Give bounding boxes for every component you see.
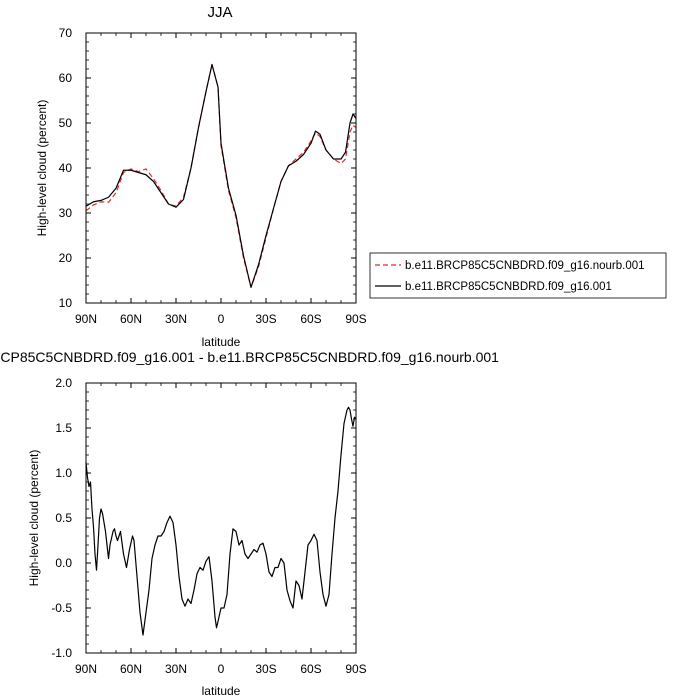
top-x-tick-label: 60S (300, 312, 321, 326)
bottom-y-axis-label: High-level cloud (percent) (27, 450, 41, 587)
bottom-chart-title: b.e11.BRCP85C5CNBDRD.f09_g16.001 - b.e11… (0, 349, 499, 365)
top-x-tick-label: 0 (218, 312, 225, 326)
top-y-tick-label: 10 (59, 296, 73, 310)
bottom-x-tick-label: 90S (345, 662, 366, 676)
top-series-group (85, 63, 357, 288)
bottom-x-tick-label: 60N (120, 662, 142, 676)
top-x-tick-label: 60N (120, 312, 142, 326)
bottom-y-tick-label: -1.0 (51, 646, 72, 660)
bottom-series-line-0 (85, 406, 357, 636)
top-legend: b.e11.BRCP85C5CNBDRD.f09_g16.nourb.001 b… (369, 252, 667, 299)
bottom-y-tick-label: 1.5 (55, 421, 72, 435)
top-y-axis-label: High-level cloud (percent) (35, 100, 49, 237)
bottom-x-tick-label: 30S (255, 662, 276, 676)
bottom-x-tick-label: 90N (75, 662, 97, 676)
bottom-y-tick-label: -0.5 (51, 601, 72, 615)
top-gridlines: 90N 60N 30N 0 30S 60S 90S 10 20 30 40 50 60 70 (59, 26, 367, 326)
bottom-y-tick-label: 1.0 (55, 466, 72, 480)
bottom-x-axis-label: latitude (202, 684, 241, 698)
top-plot-frame (85, 32, 357, 304)
legend-label-nourb: b.e11.BRCP85C5CNBDRD.f09_g16.nourb.001 (405, 260, 645, 272)
bottom-panel: b.e11.BRCP85C5CNBDRD.f09_g16.001 - b.e11… (0, 349, 499, 698)
top-x-axis-label: latitude (202, 335, 241, 349)
bottom-y-tick-label: 0.0 (55, 556, 72, 570)
top-panel: JJA 90N 60N 30N 0 30S 60S 90S 10 20 30 40 50 60 70 la… (35, 4, 667, 349)
legend-box (369, 252, 667, 299)
top-y-tick-label: 40 (59, 161, 73, 175)
top-y-tick-label: 70 (59, 26, 73, 40)
top-x-tick-label: 90S (345, 312, 366, 326)
bottom-x-tick-label: 30N (165, 662, 187, 676)
top-y-tick-label: 20 (59, 251, 73, 265)
bottom-x-tick-label: 0 (218, 662, 225, 676)
bottom-series-group (85, 406, 357, 636)
bottom-y-tick-label: 2.0 (55, 376, 72, 390)
top-chart-title: JJA (207, 4, 232, 21)
top-y-tick-label: 50 (59, 116, 73, 130)
top-x-tick-label: 30S (255, 312, 276, 326)
legend-label-base: b.e11.BRCP85C5CNBDRD.f09_g16.001 (405, 281, 612, 293)
top-series-line-1 (85, 63, 357, 288)
bottom-x-tick-label: 60S (300, 662, 321, 676)
top-x-tick-label: 30N (165, 312, 187, 326)
top-y-tick-label: 60 (59, 71, 73, 85)
bottom-y-tick-label: 0.5 (55, 511, 72, 525)
bottom-plot-frame (85, 382, 357, 654)
top-x-tick-label: 90N (75, 312, 97, 326)
top-series-line-0 (85, 63, 357, 288)
top-y-tick-label: 30 (59, 206, 73, 220)
